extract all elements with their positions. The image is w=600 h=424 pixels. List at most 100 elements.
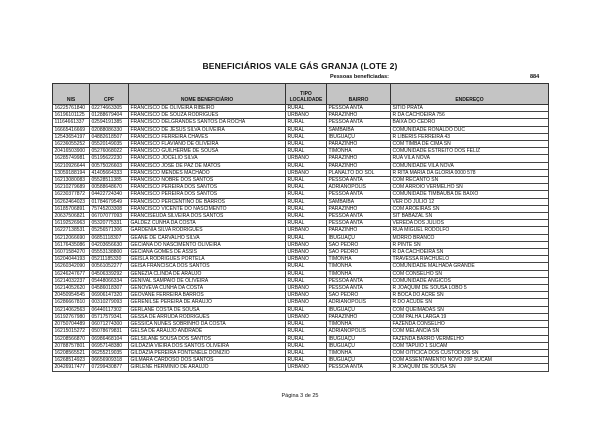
table-row: 20788757801 06957148380 GILDAZIA VIEIRA DO… xyxy=(52,341,549,350)
table-row: 16260342090 00561052277 GEISA FRANCISCA DO… xyxy=(52,262,549,271)
cell-locality-type: URBANO xyxy=(285,291,327,300)
cell-neighborhood: SAMBAIBA xyxy=(326,125,391,134)
cell-neighborhood: PESSOA ANTA xyxy=(326,176,391,185)
table-row: 16285749981 05195622230 FRANCISCO JOCELIO … xyxy=(52,154,549,163)
cell-address: R DO ACUDE SN xyxy=(390,298,549,307)
table-header-row: NIS CPF NOME BENEFICIÁRIO TIPO LOCALIDAD… xyxy=(52,83,549,105)
cell-address: COM TIMBA DE CIMA SN xyxy=(390,140,549,149)
cell-neighborhood: TIMONHA xyxy=(326,147,391,156)
cell-address: FAZENDA CONSELHO xyxy=(390,320,549,329)
cell-address: MORRO BRANCO xyxy=(390,233,549,242)
cell-nis: 20637506821 xyxy=(52,212,90,221)
cell-neighborhood: PESSOA ANTA xyxy=(326,190,391,199)
cell-address: COM TAPUIO 1 SUCAM xyxy=(390,341,549,350)
cell-nis: 13059188194 xyxy=(52,168,90,178)
cell-cpf: 05528511385 xyxy=(89,176,129,185)
cell-neighborhood: PARAZINHO xyxy=(326,111,391,120)
cell-neighborhood: PLANALTO DO SOL xyxy=(326,168,391,178)
table-row: 13059188194 41405664333 FRANCISCO MENDES M… xyxy=(52,168,549,178)
cell-cpf: 06957148380 xyxy=(89,341,129,350)
table-row: 16225761840 02274663305 FRANCISCO DE OLIVE… xyxy=(52,103,549,113)
cell-name: GENEZIA CLINDA DE ARAUJO xyxy=(128,269,286,278)
cell-cpf: 04203656630 xyxy=(89,240,129,250)
beneficiaries-table: NIS CPF NOME BENEFICIÁRIO TIPO LOCALIDAD… xyxy=(52,83,549,372)
cell-nis: 16210926644 xyxy=(52,161,90,170)
cell-locality-type: RURAL xyxy=(285,204,327,214)
table-row: 16214062563 06440117302 GERLANE COSTA DE S… xyxy=(52,305,549,314)
cell-cpf: 04506339292 xyxy=(89,269,129,278)
cell-neighborhood: SAO PEDRO xyxy=(326,240,391,250)
cell-neighborhood: ADRIANOPOLIS xyxy=(326,298,391,307)
table-row: 16214052620 04586018307 GENOVEVA CUNHA DA … xyxy=(52,284,549,293)
cell-locality-type: RURAL xyxy=(285,356,327,365)
cell-nis: 16262464023 xyxy=(52,197,90,206)
cell-neighborhood: IBUGUAÇU xyxy=(326,334,391,343)
cell-nis: 16185706891 xyxy=(52,204,90,214)
cell-locality-type: RURAL xyxy=(285,103,327,113)
cell-neighborhood: PESSOA ANTA xyxy=(326,118,391,127)
table-row: 20416503900 05276068022 FRANCISCO GUILHERM… xyxy=(52,147,549,156)
cell-cpf: 00310279093 xyxy=(89,298,129,307)
cell-cpf: 06656909318 xyxy=(89,356,129,365)
cell-name: FRANCISCO FLAVIANO DE OLIVEIRA xyxy=(128,140,286,149)
cell-cpf: 02274663305 xyxy=(89,103,129,113)
table-row: 16262464023 01784679549 FRANCISCO PERCENTI… xyxy=(52,197,549,206)
cell-name: GERLANE COSTA DE SOUSA xyxy=(128,305,286,314)
cell-address: R DA CACHOEIRA SN xyxy=(390,248,549,257)
cell-name: GELSA DE ARAUJO ANDRADE xyxy=(128,327,286,336)
cell-locality-type: URBANO xyxy=(285,255,327,264)
cell-address: R JOAQUIM DE SOUSA LOBO 5 xyxy=(390,284,549,293)
cell-nis: 16192526963 xyxy=(52,219,90,228)
cell-cpf: 04586018307 xyxy=(89,284,129,293)
cell-cpf: 00575026603 xyxy=(89,161,129,170)
cell-cpf: 05520149035 xyxy=(89,140,129,149)
cell-locality-type: URBANO xyxy=(285,168,327,178)
cell-nis: 20416503900 xyxy=(52,147,90,156)
cell-locality-type: RURAL xyxy=(285,118,327,127)
cell-nis: 16214032237 xyxy=(52,276,90,286)
table-row: 16192767980 05717579341 GESSA DE ARRUDA RO… xyxy=(52,312,549,322)
page-number: Página 3 de 25 xyxy=(281,393,319,399)
cell-locality-type: URBANO xyxy=(285,111,327,120)
table-row: 16176435086 04203656630 GECIANA DO NASCIME… xyxy=(52,240,549,250)
cell-nis: 16192767980 xyxy=(52,312,90,322)
cell-nis: 20750704489 xyxy=(52,320,90,329)
cell-locality-type: RURAL xyxy=(285,276,327,286)
cell-nis: 11164661337 xyxy=(52,118,90,127)
cell-neighborhood: TIMONHA xyxy=(326,255,391,264)
cell-address: R LIBERIS FERREIRA 43 xyxy=(390,132,549,142)
table-row: 16204044193 05211185330 GEISLA RODRIGUES P… xyxy=(52,255,549,264)
cell-name: GARDENIA SILVA RODRIGUES xyxy=(128,226,286,235)
cell-locality-type: RURAL xyxy=(285,219,327,228)
cell-name: FRANCISCO DE SOUZA RODRIGUES xyxy=(128,111,286,120)
cell-nis: 16210279689 xyxy=(52,183,90,192)
table-row: 16227138531 05256571306 GARDENIA SILVA ROD… xyxy=(52,226,549,235)
cell-nis: 16208566870 xyxy=(52,334,90,343)
cell-neighborhood: PARAZINHO xyxy=(326,161,391,170)
cell-neighborhood: PESSOA ANTA xyxy=(326,276,391,286)
cell-name: FRANCISCO PEREIRA DOS SANTOS xyxy=(128,183,286,192)
cell-cpf: 00588648670 xyxy=(89,183,129,192)
cell-cpf: 06071274300 xyxy=(89,320,129,329)
cell-locality-type: RURAL xyxy=(285,320,327,329)
table-row: 20426917477 07299430877 GIRLENE HERMINIO D… xyxy=(52,363,549,372)
cell-address: SIT BABAZAL SN xyxy=(390,212,549,221)
cell-cpf: 07299430877 xyxy=(89,363,129,372)
cell-name: GECIANA GOMES DE ASSIS xyxy=(128,248,286,257)
cell-locality-type: RURAL xyxy=(285,197,327,206)
cell-cpf: 05553138800 xyxy=(89,248,129,257)
cell-name: FRANCISCO DE OLIVEIRA RIBEIRO xyxy=(128,103,286,113)
cell-address: COM CONSELHO SN xyxy=(390,269,549,278)
cell-name: GILDAZIA PEREIRA FONTENELE DONIZIO xyxy=(128,348,286,358)
cell-name: FRANCISCO PERCENTINO DE BARROS xyxy=(128,197,286,206)
table-row: 11164661337 02594191385 FRANCISCO DELGRAND… xyxy=(52,118,549,127)
cell-address: COMUNIDADE MALHADA GRANDE xyxy=(390,262,549,271)
table-row: 16215015272 05078679831 GELSA DE ARAUJO AN… xyxy=(52,327,549,336)
table-row: 16196101125 01288679404 FRANCISCO DE SOUZA… xyxy=(52,111,549,120)
table-row: 16286667810 00310279093 GERENILSE PEREIRA … xyxy=(52,298,549,307)
cell-neighborhood: IBUGUAÇU xyxy=(326,341,391,350)
column-header-neighborhood: BAIRRO xyxy=(326,83,391,105)
cell-nis: 16213080083 xyxy=(52,176,90,185)
cell-name: GELSILANE SOUSA DOS SANTOS xyxy=(128,334,286,343)
table-row: 16185706891 75745203308 FRANCISCO VICENTE … xyxy=(52,204,549,214)
